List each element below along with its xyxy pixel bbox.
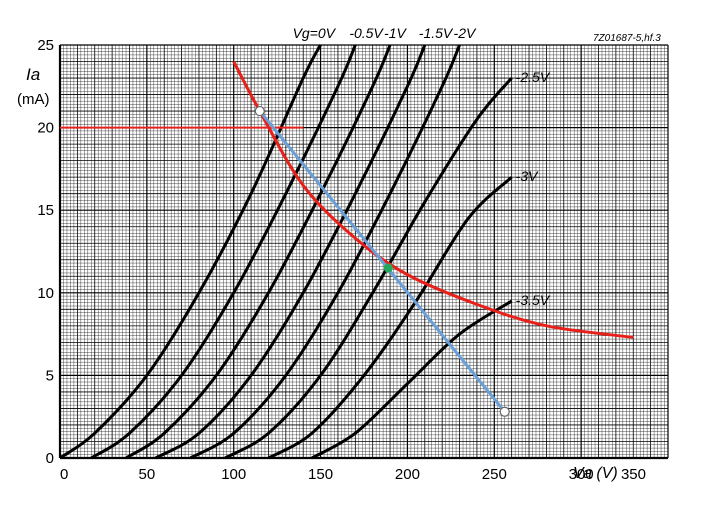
- curve-1: [90, 44, 357, 460]
- x-tick-label: 200: [395, 466, 420, 483]
- x-tick-label: 250: [482, 466, 507, 483]
- curve-label-6: -3V: [516, 168, 539, 184]
- curve-label-3: -1.5V: [419, 25, 454, 41]
- load-line: [258, 110, 506, 413]
- grid-voltage-curves: Vg=0V -0.5V -1V -1.5V -2V -2.5V -3V -3.5V: [59, 25, 551, 460]
- chart-labels: 7Z01687-5,hf.3 Ia (mA) Va (V): [17, 33, 661, 482]
- curve-0: [59, 44, 322, 460]
- curve-5: [224, 77, 513, 460]
- y-tick-label: 5: [46, 367, 54, 384]
- curve-label-7: -3.5V: [516, 292, 551, 308]
- x-tick-label: 0: [60, 466, 68, 483]
- y-tick-label: 15: [37, 202, 54, 219]
- curve-3: [154, 44, 427, 460]
- curve-label-5: -2.5V: [516, 69, 551, 85]
- y-tick-label: 25: [37, 37, 54, 54]
- curve-label-4: -2V: [454, 25, 477, 41]
- load-line-end-point: [499, 406, 510, 417]
- overlays: [60, 60, 634, 417]
- y-tick-label: 0: [46, 450, 54, 467]
- y-tick-label: 10: [37, 285, 54, 302]
- x-axis-label: Va (V): [573, 465, 618, 482]
- curve-label-1: -0.5V: [349, 25, 384, 41]
- curve-label-2: -1V: [384, 25, 407, 41]
- x-tick-label: 100: [221, 466, 246, 483]
- y-axis-unit: (mA): [17, 91, 50, 108]
- reference-code: 7Z01687-5,hf.3: [593, 33, 661, 44]
- x-tick-label: 150: [308, 466, 333, 483]
- x-tick-label: 350: [621, 466, 646, 483]
- curve-2: [125, 44, 392, 460]
- x-tick-label: 300: [569, 466, 594, 483]
- load-line-start-point: [254, 105, 265, 117]
- curve-7: [311, 299, 513, 460]
- operating-point: [383, 263, 393, 273]
- y-axis-label: Ia: [26, 65, 40, 84]
- tick-labels: 0 50 100 150 200 250 300 350 0 5 10 15 20 25: [37, 37, 646, 483]
- y-tick-label: 20: [37, 120, 54, 137]
- curve-6: [267, 176, 513, 460]
- curve-label-0: Vg=0V: [293, 25, 337, 41]
- axes: [58, 45, 668, 460]
- curve-4: [189, 44, 461, 460]
- dissipation-curve: [232, 60, 634, 339]
- x-tick-label: 50: [139, 466, 156, 483]
